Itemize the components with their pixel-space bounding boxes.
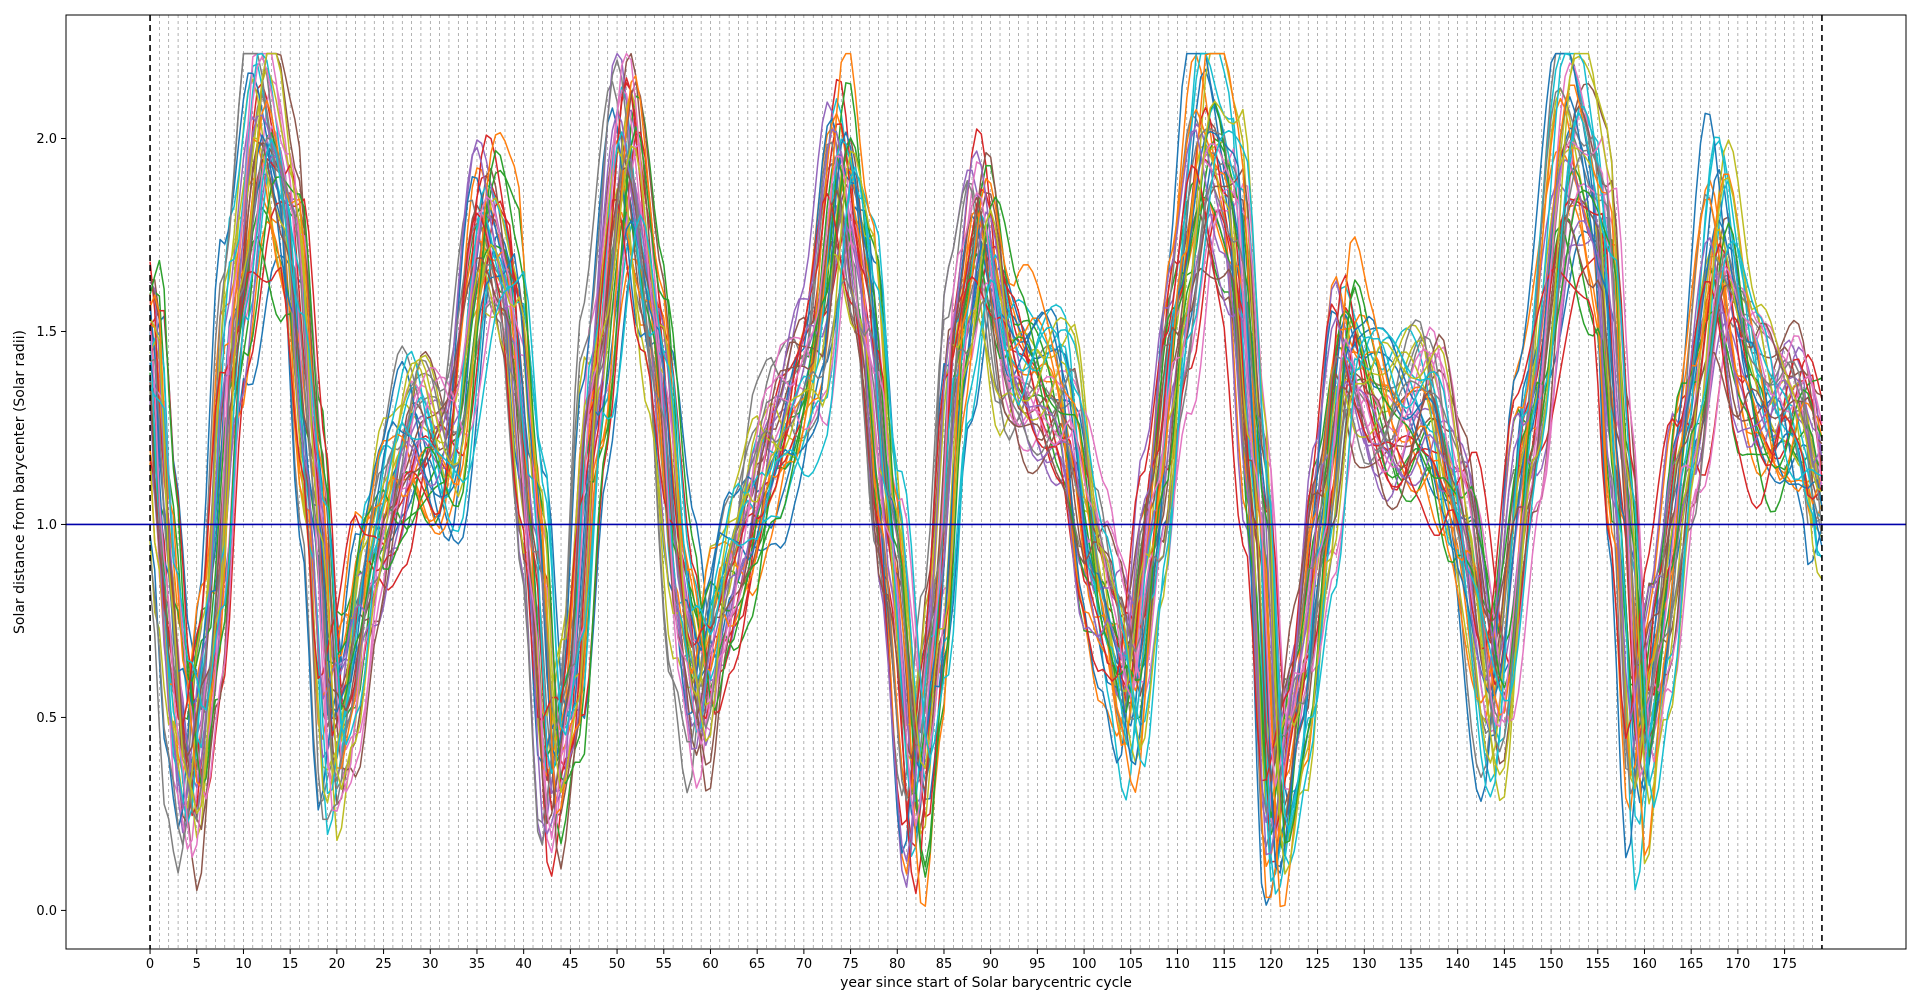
- x-tick-label: 40: [515, 957, 532, 972]
- x-tick-label: 105: [1118, 957, 1143, 972]
- y-tick-label: 1.0: [36, 518, 57, 533]
- x-tick-label: 80: [889, 957, 906, 972]
- x-tick-label: 65: [749, 957, 766, 972]
- x-tick-label: 110: [1165, 957, 1190, 972]
- series-line: [149, 112, 1823, 833]
- x-tick-label: 50: [609, 957, 626, 972]
- x-tick-label: 135: [1399, 957, 1424, 972]
- series-line: [149, 111, 1823, 862]
- reference-layer: [66, 15, 1906, 949]
- x-tick-label: 15: [282, 957, 299, 972]
- y-tick-label: 1.5: [36, 325, 57, 340]
- x-tick-label: 170: [1725, 957, 1750, 972]
- x-tick-label: 125: [1305, 957, 1330, 972]
- series-line: [149, 52, 1823, 847]
- x-tick-label: 95: [1029, 957, 1046, 972]
- x-tick-label: 100: [1072, 957, 1097, 972]
- x-tick-label: 155: [1585, 957, 1610, 972]
- x-tick-label: 145: [1492, 957, 1517, 972]
- series-line: [149, 164, 1823, 826]
- y-axis-ticks: 0.0 0.5 1.0 1.5 2.0: [36, 132, 66, 919]
- x-tick-label: 5: [193, 957, 201, 972]
- y-tick-label: 0.5: [36, 711, 57, 726]
- x-tick-label: 85: [936, 957, 953, 972]
- x-tick-label: 70: [796, 957, 813, 972]
- x-tick-label: 25: [375, 957, 392, 972]
- x-tick-label: 10: [235, 957, 252, 972]
- y-tick-label: 0.0: [36, 904, 57, 919]
- series-line: [149, 141, 1823, 825]
- x-tick-label: 115: [1212, 957, 1237, 972]
- x-tick-label: 130: [1352, 957, 1377, 972]
- x-tick-label: 45: [562, 957, 579, 972]
- x-tick-label: 165: [1679, 957, 1704, 972]
- x-axis-label: year since start of Solar barycentric cy…: [840, 975, 1132, 991]
- x-tick-label: 20: [329, 957, 346, 972]
- x-tick-label: 35: [469, 957, 486, 972]
- x-tick-label: 150: [1539, 957, 1564, 972]
- x-tick-label: 75: [842, 957, 859, 972]
- x-tick-label: 30: [422, 957, 439, 972]
- x-tick-label: 60: [702, 957, 719, 972]
- x-tick-label: 55: [655, 957, 672, 972]
- x-tick-label: 175: [1772, 957, 1797, 972]
- x-tick-label: 140: [1445, 957, 1470, 972]
- plot-frame: [65, 14, 1907, 950]
- x-tick-label: 90: [982, 957, 999, 972]
- x-tick-label: 120: [1258, 957, 1283, 972]
- x-tick-label: 160: [1632, 957, 1657, 972]
- x-axis-ticks: 0 5 10 15 20 25 30 35 40 45 50 55 60 65 70 75 80 85 90 95 10…: [146, 949, 1797, 972]
- x-tick-label: 0: [146, 957, 154, 972]
- series-line: [149, 52, 1823, 875]
- y-tick-label: 2.0: [36, 132, 57, 147]
- y-axis-label: Solar distance from barycenter (Solar ra…: [12, 330, 28, 634]
